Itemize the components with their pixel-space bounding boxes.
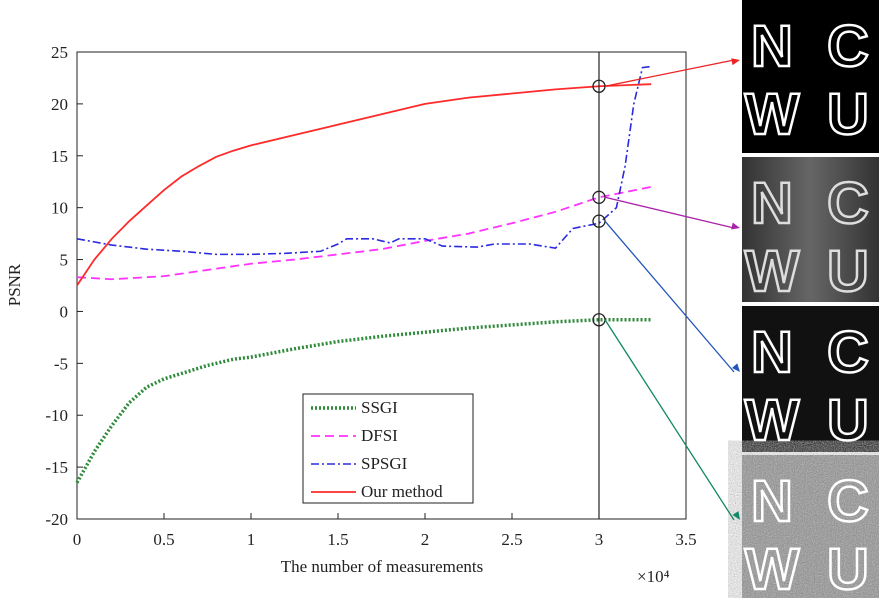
x-tick-label: 2 <box>421 530 430 549</box>
legend-label: SPSGI <box>361 454 408 473</box>
y-tick-label: -15 <box>45 458 68 477</box>
y-tick-label: 15 <box>51 147 68 166</box>
y-axis-title: PSNR <box>5 263 24 306</box>
y-tick-label: -10 <box>45 406 68 425</box>
panel-letter: C <box>827 469 869 534</box>
legend-label: SSGI <box>361 398 398 417</box>
panel-letter: W <box>745 239 800 304</box>
y-tick-label: -20 <box>45 510 68 529</box>
legend-label: DFSI <box>361 426 398 445</box>
panel-letter: N <box>751 469 793 534</box>
x-axis-title: The number of measurements <box>281 557 484 576</box>
y-tick-label: 10 <box>51 199 68 218</box>
y-tick-label: 0 <box>60 302 69 321</box>
panel-letter: U <box>827 82 869 147</box>
x-tick-label: 1 <box>247 530 256 549</box>
legend-label: Our method <box>361 482 443 501</box>
x-tick-label: 0.5 <box>153 530 174 549</box>
panel-letter: U <box>827 537 869 598</box>
x-tick-label: 2.5 <box>501 530 522 549</box>
x-multiplier: ×10⁴ <box>637 567 670 586</box>
y-tick-label: 20 <box>51 95 68 114</box>
y-tick-label: -5 <box>54 354 68 373</box>
panel-letter: U <box>827 388 869 453</box>
panel-letter: C <box>827 171 869 236</box>
figure: 0 0.5 1 1.5 2 2.5 3 3.5 -20 -15 -10 -5 0 5 10 15 20 25 PS… <box>0 0 879 598</box>
panel-letter: W <box>745 388 800 453</box>
x-tick-label: 3.5 <box>675 530 696 549</box>
x-tick-label: 0 <box>73 530 82 549</box>
panel-letter: N <box>751 171 793 236</box>
panel-letter: W <box>745 82 800 147</box>
panel-letter: C <box>827 320 869 385</box>
y-tick-label: 5 <box>60 251 69 270</box>
panel-letter: N <box>751 320 793 385</box>
panel-letter: U <box>827 239 869 304</box>
panel-letter: N <box>751 14 793 79</box>
panel-letter: C <box>827 14 869 79</box>
arrow-head <box>731 223 740 230</box>
y-tick-label: 25 <box>51 43 68 62</box>
x-tick-label: 3 <box>595 530 604 549</box>
arrow-head <box>731 58 740 65</box>
x-tick-label: 1.5 <box>327 530 348 549</box>
panel-letter: W <box>745 537 800 598</box>
